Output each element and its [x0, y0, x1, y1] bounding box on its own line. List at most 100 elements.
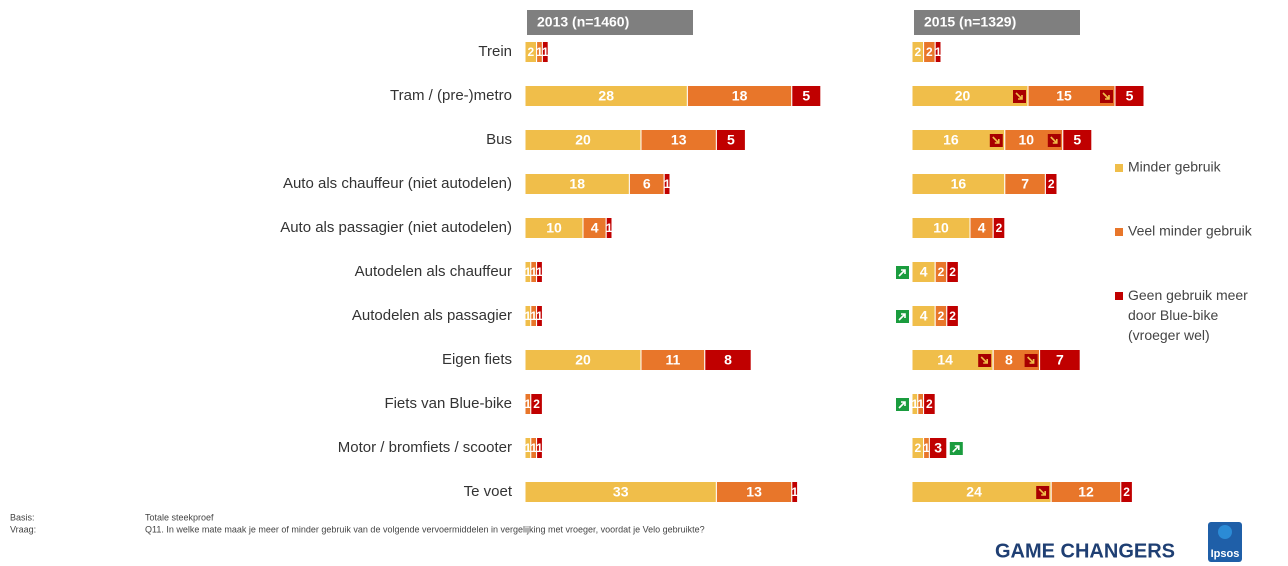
- value-label: 1: [530, 309, 537, 323]
- legend-label: Geen gebruik meer door Blue-bike (vroeger …: [1128, 287, 1248, 343]
- panel-title: 2013 (n=1460): [537, 14, 629, 30]
- value-label: 14: [937, 352, 953, 368]
- value-label: 13: [746, 484, 762, 500]
- basis-label: Basis:: [10, 512, 35, 522]
- category-label: Fiets van Blue-bike: [384, 395, 512, 412]
- decrease-marker: [978, 354, 992, 367]
- value-label: 24: [966, 484, 982, 500]
- bar-segment: [1039, 349, 1081, 371]
- value-label: 15: [1056, 88, 1072, 104]
- bar-segment: [536, 305, 543, 327]
- decrease-marker: [1100, 90, 1113, 103]
- increase-marker: [949, 442, 963, 455]
- value-label: 1: [525, 397, 532, 411]
- bar-segment: [715, 129, 746, 151]
- bar-segment: [946, 305, 959, 327]
- value-label: 10: [546, 220, 562, 236]
- marker-arrow: [1038, 488, 1046, 496]
- value-label: 10: [933, 220, 949, 236]
- value-label: 2: [914, 45, 921, 59]
- value-label: 13: [671, 132, 687, 148]
- question-label: Vraag:: [10, 524, 36, 534]
- value-label: 2: [949, 265, 956, 279]
- value-label: 16: [943, 132, 959, 148]
- marker-arrow: [1027, 356, 1035, 364]
- value-label: 11: [665, 352, 680, 368]
- category-label: Eigen fiets: [442, 351, 512, 368]
- value-label: 4: [591, 220, 599, 236]
- decrease-marker: [1013, 90, 1026, 103]
- value-label: 1: [525, 441, 532, 455]
- value-label: 2: [527, 45, 534, 59]
- bar-segment: [791, 85, 822, 107]
- bar-segment: [923, 393, 936, 415]
- value-label: 1: [525, 265, 532, 279]
- increase-marker: [896, 266, 909, 279]
- value-label: 2: [938, 265, 945, 279]
- value-label: 20: [575, 132, 591, 148]
- value-label: 1: [791, 485, 798, 499]
- value-label: 7: [1056, 352, 1064, 368]
- panel-header: [914, 10, 1080, 35]
- legend-line: door Blue-bike: [1128, 307, 1218, 323]
- value-label: 5: [727, 132, 735, 148]
- value-label: 1: [525, 309, 532, 323]
- category-label: Bus: [486, 131, 512, 148]
- value-label: 1: [536, 441, 543, 455]
- marker-arrow: [1050, 136, 1058, 144]
- decrease-marker: [1036, 486, 1050, 499]
- value-label: 5: [1073, 132, 1081, 148]
- bar-segment: [541, 41, 549, 63]
- value-label: 12: [1078, 484, 1094, 500]
- panel-header: [527, 10, 693, 35]
- value-label: 1: [536, 309, 543, 323]
- question: Q11. In welke mate maak je meer of minde…: [145, 524, 705, 534]
- value-label: 20: [575, 352, 591, 368]
- value-label: 18: [732, 88, 748, 104]
- bar-segment: [1120, 481, 1133, 503]
- logo-box: [1208, 522, 1242, 562]
- marker-arrow: [1102, 92, 1110, 100]
- bar-segment: [928, 437, 948, 459]
- category-label: Autodelen als chauffeur: [355, 263, 512, 280]
- decrease-marker: [1047, 134, 1061, 147]
- bar-segment: [992, 217, 1006, 239]
- value-label: 1: [530, 265, 537, 279]
- marker-arrow: [1015, 92, 1023, 100]
- value-label: 2: [1048, 177, 1055, 191]
- category-label: Auto als passagier (niet autodelen): [280, 219, 512, 236]
- value-label: 10: [1019, 132, 1035, 148]
- legend-label: Minder gebruik: [1128, 159, 1222, 175]
- category-label: Autodelen als passagier: [352, 307, 512, 324]
- increase-marker: [896, 398, 909, 411]
- value-label: 2: [949, 309, 956, 323]
- category-label: Trein: [478, 43, 512, 60]
- bar-segment: [934, 41, 942, 63]
- legend-line: Geen gebruik meer: [1128, 287, 1248, 303]
- value-label: 1: [536, 45, 543, 59]
- category-label: Tram / (pre-)metro: [390, 87, 512, 104]
- value-label: 1: [530, 441, 537, 455]
- logo-dot: [1218, 525, 1232, 539]
- value-label: 6: [643, 176, 651, 192]
- value-label: 20: [955, 88, 971, 104]
- bar-segment: [536, 261, 543, 283]
- value-label: 4: [920, 308, 928, 324]
- value-label: 33: [613, 484, 629, 500]
- value-label: 1: [606, 221, 613, 235]
- increase-marker: [896, 310, 909, 323]
- basis: Totale steekproef: [145, 512, 214, 522]
- value-label: 18: [569, 176, 585, 192]
- value-label: 4: [978, 220, 986, 236]
- brand: GAME CHANGERS: [995, 540, 1175, 562]
- marker-arrow: [898, 401, 906, 409]
- value-label: 1: [935, 45, 942, 59]
- value-label: 2: [996, 221, 1003, 235]
- category-label: Motor / bromfiets / scooter: [338, 439, 512, 456]
- value-label: 8: [1005, 352, 1013, 368]
- value-label: 2: [1123, 485, 1130, 499]
- bar-segment: [1044, 173, 1058, 195]
- legend-swatch: [1115, 164, 1123, 172]
- value-label: 1: [536, 265, 543, 279]
- legend-swatch: [1115, 228, 1123, 236]
